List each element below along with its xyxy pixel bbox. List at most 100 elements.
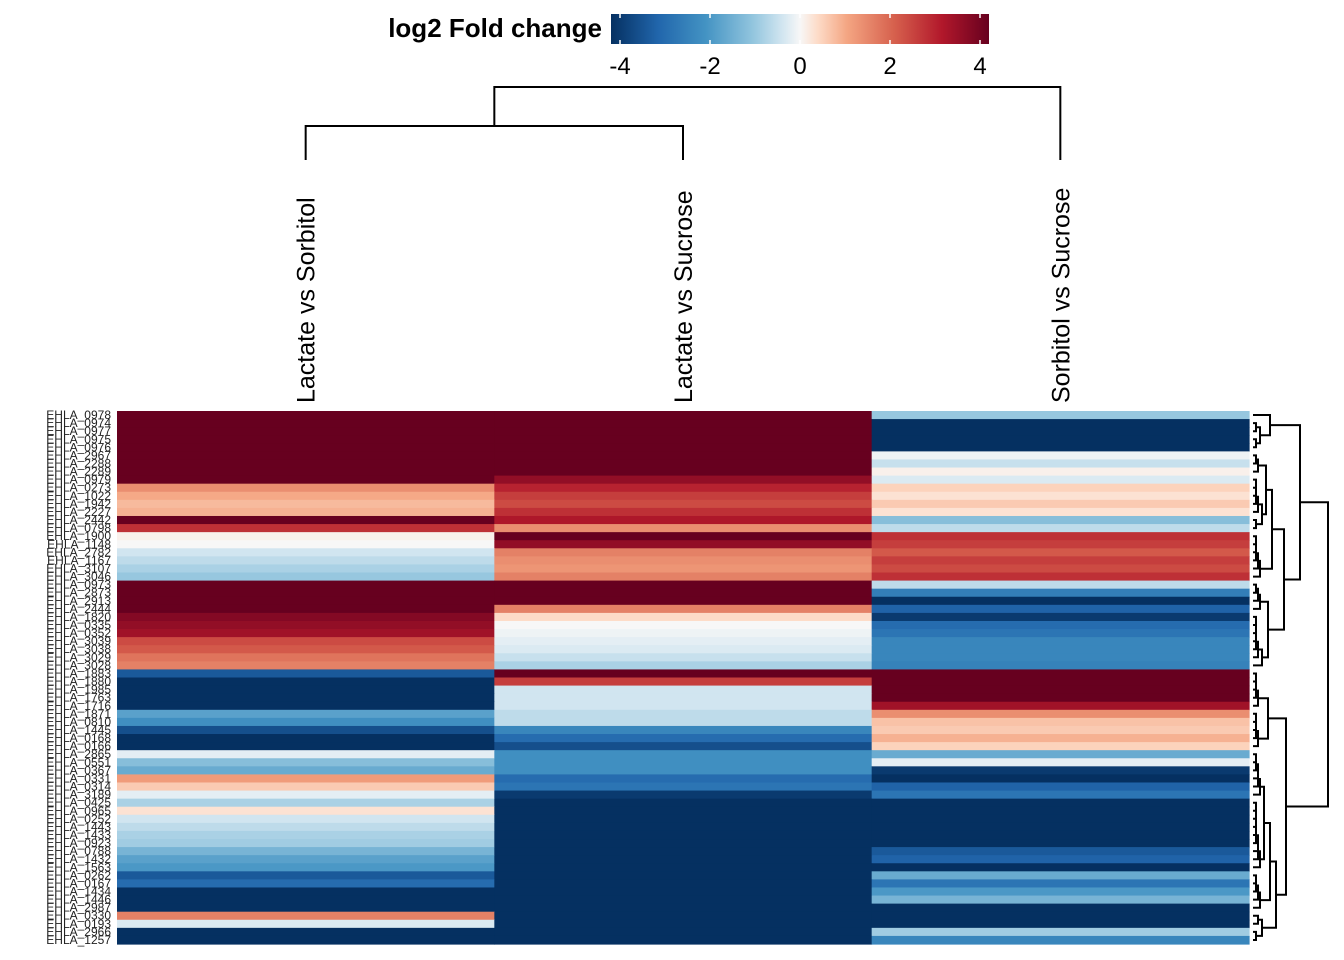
- heatmap-cell: [117, 790, 495, 800]
- heatmap-cell: [117, 895, 495, 905]
- legend-tick-label: 0: [793, 53, 806, 80]
- dendrogram-branch: [1253, 478, 1257, 489]
- heatmap-cell: [117, 734, 495, 743]
- heatmap-cell: [117, 564, 495, 574]
- dendrogram-branch: [1253, 914, 1259, 925]
- heatmap-cell: [494, 483, 873, 493]
- heatmap-cell: [117, 782, 495, 792]
- dendrogram-branch: [1253, 489, 1257, 505]
- row-label: EHLA_1871: [46, 707, 111, 721]
- row-label: EHLA_0335: [46, 618, 111, 632]
- row-label: EHLA_2873: [46, 586, 111, 600]
- row-label: EHLA_1883: [46, 666, 111, 680]
- heatmap-cell: [117, 927, 495, 937]
- row-label: EHLA_2913: [46, 594, 111, 608]
- row-label: EHLA_2967: [46, 448, 111, 462]
- heatmap-cell: [494, 596, 873, 606]
- dendrogram-branch: [1253, 771, 1259, 788]
- heatmap-cell: [117, 620, 495, 630]
- heatmap-cell: [494, 532, 873, 541]
- heatmap-cell: [871, 750, 1250, 759]
- heatmap-cell: [871, 507, 1250, 517]
- heatmap-cell: [871, 475, 1250, 485]
- heatmap-cell: [117, 629, 495, 638]
- heatmap-cell: [117, 847, 495, 856]
- heatmap-cell: [871, 637, 1250, 646]
- legend-tick-label: -2: [699, 53, 720, 80]
- dendrogram-branch: [1253, 546, 1257, 562]
- heatmap-cell: [117, 669, 495, 679]
- dendrogram-branch: [1253, 930, 1257, 941]
- heatmap-cell: [494, 653, 873, 662]
- legend-title: log2 Fold change: [388, 13, 602, 43]
- dendrogram-branch: [1253, 723, 1257, 740]
- row-label: EHLA_1433: [46, 828, 111, 842]
- dendrogram-branch: [1253, 583, 1257, 594]
- heatmap-cell: [117, 919, 495, 929]
- heatmap-cell: [494, 766, 873, 776]
- heatmap-cell: [494, 871, 873, 880]
- row-label: EHLA_0923: [46, 836, 111, 850]
- row-label: EHLA_0975: [46, 432, 111, 446]
- dendrogram-branch: [1253, 438, 1257, 449]
- column-label: Sorbitol vs Sucrose: [1047, 188, 1075, 403]
- row-label: EHLA_3038: [46, 642, 111, 656]
- heatmap-cell: [117, 717, 495, 727]
- heatmap-cell: [494, 515, 873, 525]
- heatmap-cell: [871, 572, 1250, 582]
- heatmap-cell: [494, 427, 873, 436]
- row-label: EHLA_2865: [46, 747, 111, 761]
- heatmap-cell: [871, 879, 1250, 889]
- row-label: EHLA_0551: [46, 755, 111, 769]
- heatmap-cell: [494, 491, 873, 501]
- row-label: EHLA_0193: [46, 917, 111, 931]
- row-label: EHLA_2966: [46, 925, 111, 939]
- heatmap-cell: [494, 612, 873, 622]
- heatmap-cell: [494, 419, 873, 428]
- row-label: EHLA_2442: [46, 513, 111, 527]
- legend-tick-label: 2: [883, 53, 896, 80]
- heatmap-cell: [494, 499, 873, 509]
- heatmap-cell: [494, 782, 873, 792]
- heatmap-cell: [117, 814, 495, 824]
- heatmap-cell: [117, 419, 495, 428]
- row-label: EHLA_0798: [46, 521, 111, 535]
- heatmap-cell: [871, 588, 1250, 598]
- row-label: EHLA_1022: [46, 489, 111, 503]
- heatmap-cell: [871, 903, 1250, 913]
- heatmap-cell: [494, 451, 873, 461]
- heatmap-cell: [871, 766, 1250, 776]
- heatmap-cell: [494, 475, 873, 485]
- heatmap-cell: [494, 572, 873, 582]
- row-label: EHLA_1445: [46, 723, 111, 737]
- heatmap-cell: [494, 669, 873, 679]
- heatmap-cell: [871, 742, 1250, 751]
- heatmap-cell: [871, 548, 1250, 557]
- heatmap-cell: [494, 919, 873, 929]
- heatmap-cell: [871, 596, 1250, 606]
- heatmap-cell: [494, 847, 873, 856]
- heatmap-cell: [871, 725, 1250, 735]
- heatmap-cell: [494, 887, 873, 897]
- heatmap-cell: [871, 629, 1250, 638]
- heatmap-cell: [494, 701, 873, 711]
- dendrogram-branch: [1260, 785, 1265, 861]
- row-label: EHLA_1763: [46, 691, 111, 705]
- heatmap-cell: [117, 798, 495, 808]
- heatmap-cell: [871, 935, 1250, 945]
- dendrogram-branch: [1253, 827, 1257, 845]
- row-label: EHLA_2444: [46, 602, 111, 616]
- heatmap-cell: [871, 451, 1250, 461]
- row-label: EHLA_0367: [46, 763, 111, 777]
- heatmap-cell: [494, 790, 873, 800]
- heatmap-cell: [871, 459, 1250, 469]
- heatmap-cell: [871, 612, 1250, 622]
- heatmap-cell: [117, 766, 495, 776]
- heatmap-cell: [871, 839, 1250, 848]
- heatmap-cell: [117, 612, 495, 622]
- heatmap-cell: [117, 742, 495, 751]
- heatmap-cell: [494, 620, 873, 630]
- heatmap-cell: [494, 524, 873, 533]
- row-labels: EHLA_0978EHLA_0974EHLA_0977EHLA_0975EHLA…: [46, 408, 111, 947]
